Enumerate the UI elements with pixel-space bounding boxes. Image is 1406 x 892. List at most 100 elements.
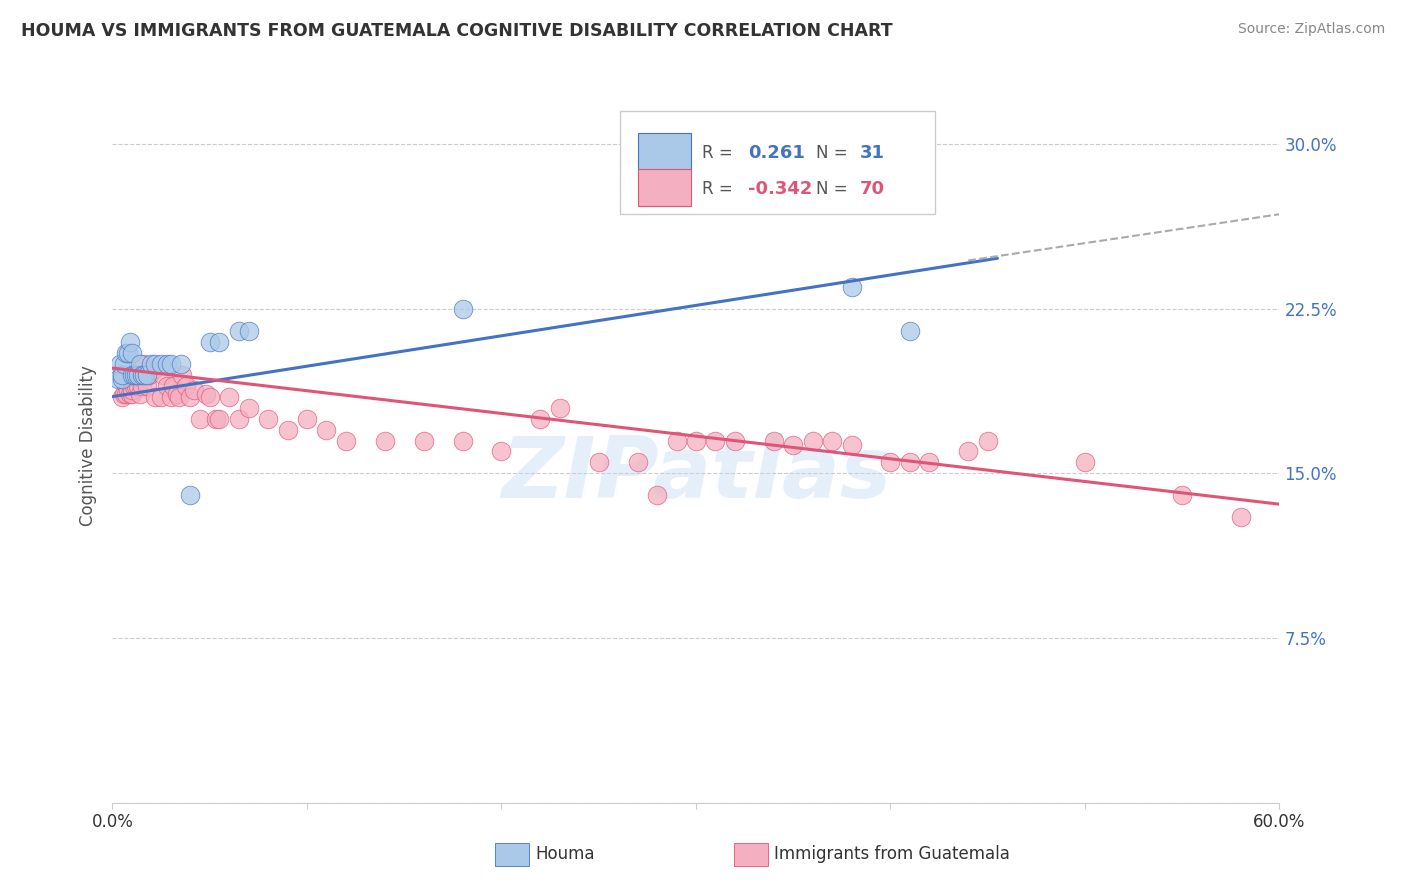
FancyBboxPatch shape (495, 843, 529, 865)
Point (131, 368, 153, 382)
Point (156, 357, 179, 371)
Point (112, 387, 135, 401)
Point (188, 411, 211, 425)
Point (374, 434, 396, 448)
Point (141, 357, 163, 371)
Point (451, 434, 474, 448)
Point (142, 363, 165, 377)
FancyBboxPatch shape (638, 134, 692, 170)
Text: R =: R = (702, 145, 738, 162)
Point (121, 387, 143, 401)
Point (122, 378, 145, 392)
Point (704, 434, 727, 448)
Point (228, 324, 250, 338)
Text: N =: N = (815, 145, 853, 162)
Point (898, 324, 921, 338)
Text: R =: R = (702, 180, 738, 198)
Point (295, 411, 318, 425)
Point (125, 378, 148, 392)
Point (107, 372, 129, 386)
Point (138, 368, 160, 382)
Point (115, 345, 138, 359)
Point (315, 423, 337, 437)
Point (150, 390, 173, 404)
Point (841, 280, 863, 294)
Point (169, 357, 191, 371)
Point (132, 368, 155, 382)
Point (218, 390, 240, 404)
Point (724, 434, 747, 448)
Point (204, 411, 226, 425)
Point (150, 357, 173, 371)
Point (451, 301, 474, 316)
Text: Source: ZipAtlas.com: Source: ZipAtlas.com (1237, 22, 1385, 37)
Point (208, 411, 231, 425)
Point (128, 357, 150, 371)
Point (276, 423, 298, 437)
Point (179, 390, 201, 404)
Point (131, 378, 153, 392)
Point (198, 334, 221, 349)
Point (529, 411, 551, 425)
Point (167, 390, 190, 404)
Text: ZIPatlas: ZIPatlas (501, 433, 891, 516)
Point (121, 345, 143, 359)
Point (172, 368, 194, 382)
Point (110, 357, 132, 371)
Point (801, 434, 824, 448)
Point (179, 488, 201, 502)
Point (183, 383, 205, 397)
Point (1074, 455, 1097, 469)
Point (588, 455, 610, 469)
Point (156, 378, 179, 392)
Point (208, 334, 231, 349)
Point (841, 438, 863, 452)
Point (166, 387, 188, 401)
Point (128, 387, 150, 401)
Point (143, 357, 166, 371)
Text: 70: 70 (859, 180, 884, 198)
Point (957, 444, 980, 458)
Point (976, 434, 998, 448)
Text: 31: 31 (859, 145, 884, 162)
Point (121, 383, 143, 397)
FancyBboxPatch shape (620, 111, 935, 214)
Point (117, 383, 139, 397)
Point (257, 411, 280, 425)
Point (238, 401, 260, 415)
Point (238, 324, 260, 338)
Point (162, 378, 184, 392)
Point (491, 444, 513, 458)
Point (121, 368, 143, 382)
FancyBboxPatch shape (734, 843, 768, 865)
Point (821, 434, 844, 448)
Point (141, 363, 163, 377)
Text: Immigrants from Guatemala: Immigrants from Guatemala (775, 846, 1010, 863)
Point (335, 434, 357, 448)
Point (198, 390, 221, 404)
Point (122, 368, 145, 382)
Point (645, 488, 668, 502)
Text: Houma: Houma (534, 846, 595, 863)
Point (127, 368, 149, 382)
Point (879, 455, 901, 469)
Text: N =: N = (815, 180, 853, 198)
Point (125, 368, 148, 382)
Point (782, 438, 804, 452)
Point (685, 434, 707, 448)
Text: HOUMA VS IMMIGRANTS FROM GUATEMALA COGNITIVE DISABILITY CORRELATION CHART: HOUMA VS IMMIGRANTS FROM GUATEMALA COGNI… (21, 22, 893, 40)
Point (1229, 510, 1251, 524)
Point (665, 434, 688, 448)
Point (111, 372, 134, 386)
Point (127, 378, 149, 392)
Point (127, 368, 149, 382)
Point (898, 455, 921, 469)
Point (152, 368, 174, 382)
Point (136, 368, 159, 382)
Point (143, 390, 166, 404)
Point (111, 390, 134, 404)
Point (136, 378, 159, 392)
Point (412, 434, 434, 448)
Point (627, 455, 650, 469)
Point (112, 357, 135, 371)
